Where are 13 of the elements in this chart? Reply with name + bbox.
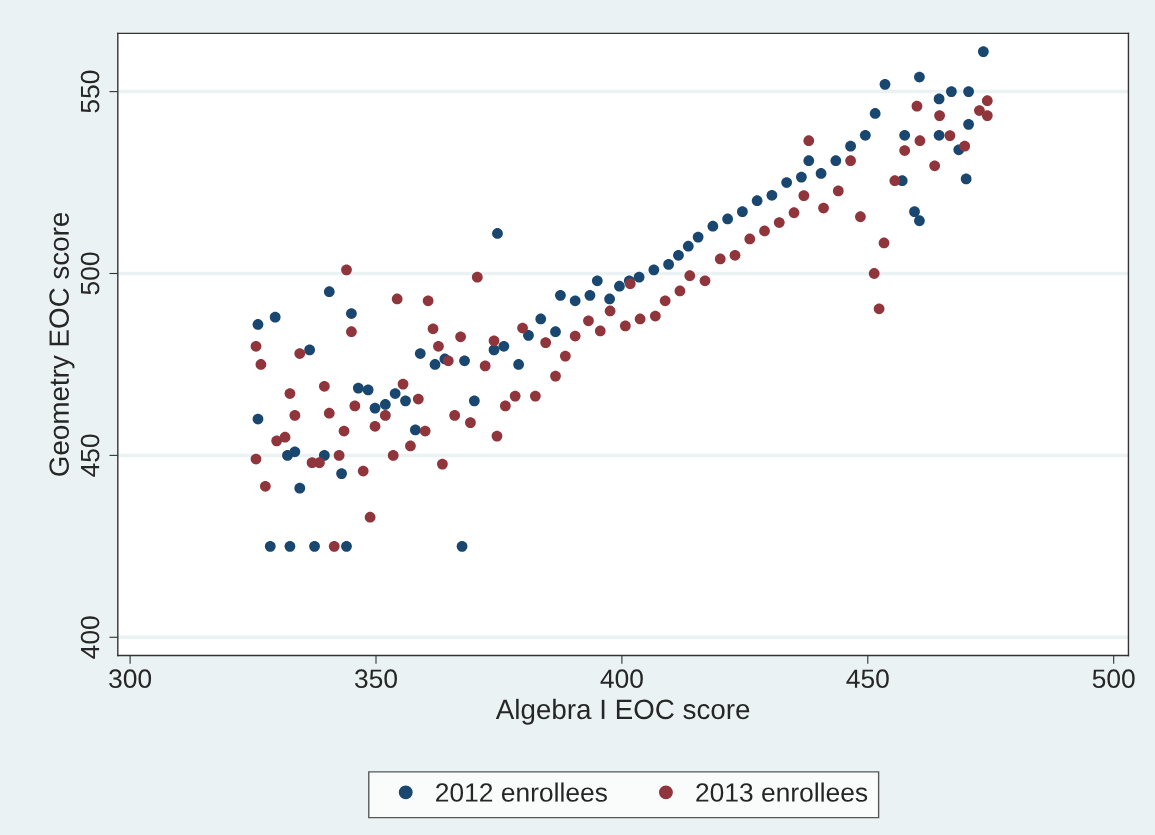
y-axis-title: Geometry EOC score	[49, 212, 75, 476]
x-tick-label: 450	[846, 669, 889, 689]
x-tick-label: 350	[354, 669, 397, 689]
x-tick-label: 500	[1092, 669, 1135, 689]
y-tick-label: 450	[80, 434, 100, 477]
legend-label: 2012 enrollees	[436, 782, 607, 802]
y-tick-label: 550	[80, 70, 100, 113]
legend-label: 2013 enrollees	[696, 782, 868, 802]
x-tick-label: 400	[600, 669, 643, 689]
x-tick-label: 300	[109, 669, 152, 689]
x-axis-title: Algebra I EOC score	[495, 698, 750, 725]
y-tick-label: 400	[80, 616, 100, 659]
y-tick-label: 500	[80, 252, 100, 295]
